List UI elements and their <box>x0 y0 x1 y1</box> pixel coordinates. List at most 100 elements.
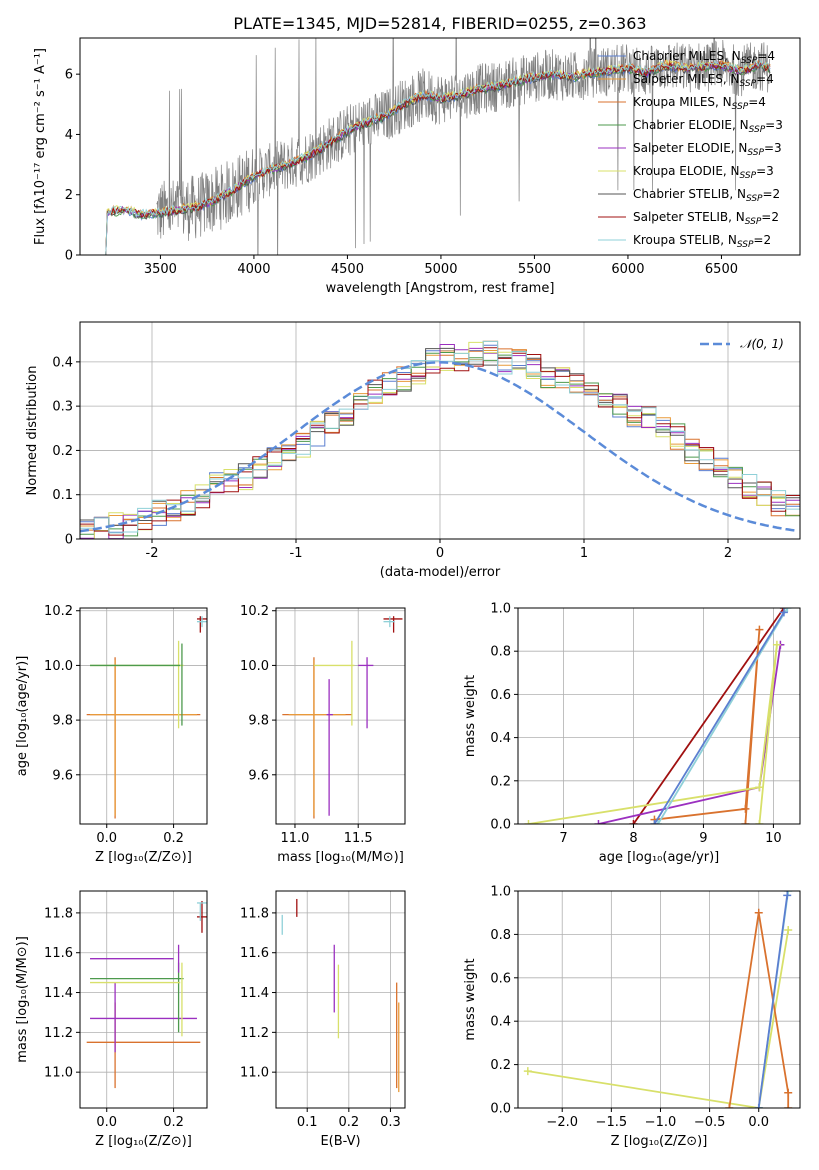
y-tick-label: 0.6 <box>490 688 511 703</box>
errorbar-point <box>196 616 207 628</box>
y-tick-label: 10.0 <box>240 659 269 674</box>
mass-weight-marker <box>741 820 750 824</box>
mass-weight-marker <box>653 820 662 824</box>
legend-entry: Salpeter STELIB, NSSP=2 <box>633 210 779 227</box>
errorbar-point <box>282 657 352 819</box>
errorbar-point <box>196 902 207 921</box>
mass-weight-marker <box>784 926 793 935</box>
y-tick-label: 11.0 <box>44 1066 73 1081</box>
mass-weight-marker <box>725 1104 734 1108</box>
gaussian-legend-label: 𝒩(0, 1) <box>740 337 784 351</box>
y-tick-label: 9.8 <box>52 714 73 729</box>
y-tick-label: 4 <box>65 128 73 143</box>
axes-frame <box>517 890 801 1109</box>
mass-weight-marker <box>754 908 763 917</box>
x-tick-label: 1 <box>580 546 588 561</box>
errorbar-point <box>196 900 207 933</box>
x-tick-label: 4500 <box>331 262 364 277</box>
y-tick-label: 0.3 <box>52 400 73 415</box>
axes-frame <box>79 321 801 540</box>
panel-age-vs-Z: 0.0 0.2 9.6 9.8 10.0 10.2 Z [log₁₀(Z/Z⊙)] age [… <box>15 604 208 865</box>
panel-mass-vs-EBV: 0.1 0.2 0.3 11.0 11.2 11.4 11.6 11.8 E(B-V) <box>240 890 406 1149</box>
panel-massweight-vs-age: 7 8 9 10 0.0 0.2 0.4 0.6 0.8 1.0 age [log₁₀(age/yr… <box>463 602 801 865</box>
mass-weight-series-1 <box>598 644 782 824</box>
x-axis-label: Z [log₁₀(Z/Z⊙)] <box>95 1134 192 1149</box>
legend-entry: Kroupa MILES, NSSP=4 <box>633 95 766 112</box>
errorbar-point <box>288 659 346 816</box>
mass-weight-marker <box>523 1067 532 1076</box>
y-tick-label: 11.4 <box>240 986 269 1001</box>
y-tick-label: 0.2 <box>52 444 73 459</box>
y-tick-label: 10.0 <box>44 659 73 674</box>
y-tick-label: 11.8 <box>240 906 269 921</box>
mass-weight-marker <box>783 891 792 900</box>
legend-entry: Kroupa STELIB, NSSP=2 <box>633 233 771 250</box>
residual-histogram-7 <box>80 347 800 536</box>
axes-frame <box>79 890 208 1109</box>
errorbar-point <box>86 657 201 819</box>
y-tick-label: 1.0 <box>490 602 511 617</box>
y-tick-label: 10.2 <box>240 604 269 619</box>
x-tick-label: 7 <box>559 831 567 846</box>
errorbar-point <box>90 643 183 726</box>
legend-entry: Chabrier ELODIE, NSSP=3 <box>633 118 783 135</box>
y-tick-label: 11.6 <box>240 946 269 961</box>
x-tick-label: 0.1 <box>297 1115 318 1130</box>
panel-massweight-vs-Z: −2.0 −1.5 −1.0 −0.5 0.0 0.0 0.2 0.4 0.6 0.8 1.0 Z [… <box>463 885 801 1149</box>
mass-weight-series-2 <box>654 629 761 824</box>
legend-entry: Chabrier STELIB, NSSP=2 <box>633 187 780 204</box>
y-tick-label: 0.0 <box>490 1102 511 1117</box>
x-tick-label: 9 <box>699 831 707 846</box>
x-axis-label: wavelength [Angstrom, rest frame] <box>326 281 555 296</box>
y-tick-label: 9.6 <box>248 768 269 783</box>
x-tick-label: 0.0 <box>96 831 117 846</box>
x-tick-label: 0.2 <box>163 1115 184 1130</box>
mass-weight-series-3 <box>757 895 789 1108</box>
y-axis-label: mass weight <box>463 675 478 757</box>
errorbar-point <box>90 962 183 1037</box>
panel-age-vs-mass: 11.0 11.5 9.6 9.8 10.0 10.2 mass [log₁₀(M/M⊙)] <box>240 604 406 865</box>
errorbar-point <box>383 616 395 628</box>
gaussian-curve <box>80 361 798 533</box>
mass-weight-marker <box>524 820 533 824</box>
residual-histogram-1 <box>80 349 800 532</box>
x-tick-label: 5000 <box>424 262 457 277</box>
x-tick-label: −0.5 <box>694 1115 726 1130</box>
x-tick-label: −2.0 <box>546 1115 578 1130</box>
mass-weight-marker <box>594 820 603 824</box>
x-tick-label: 10 <box>765 831 782 846</box>
x-axis-label: Z [log₁₀(Z/Z⊙)] <box>611 1134 708 1149</box>
x-tick-label: 11.5 <box>344 831 373 846</box>
errorbar-point <box>313 640 355 726</box>
residual-histogram-3 <box>80 351 800 537</box>
mass-weight-marker <box>650 820 659 824</box>
mass-weight-series-0 <box>527 929 790 1108</box>
y-tick-label: 6 <box>65 68 73 83</box>
mass-weight-marker <box>784 891 793 895</box>
mass-weight-series-5 <box>653 611 785 824</box>
spectrum-legend: Chabrier MILES, NSSP=4 Salpeter MILES, NS… <box>598 49 783 250</box>
legend-entry: Salpeter ELODIE, NSSP=3 <box>633 141 782 158</box>
x-tick-label: −1.0 <box>645 1115 677 1130</box>
legend-entry: Kroupa ELODIE, NSSP=3 <box>633 164 774 181</box>
x-tick-label: 8 <box>629 831 637 846</box>
mass-weight-marker <box>755 783 764 792</box>
residual-histogram-8 <box>80 340 800 534</box>
y-axis-label: Normed distribution <box>25 366 40 496</box>
y-tick-label: 0.1 <box>52 488 73 503</box>
y-tick-label: 0.2 <box>490 1058 511 1073</box>
y-tick-label: 11.6 <box>44 946 73 961</box>
observed-spectrum <box>156 38 771 255</box>
y-tick-label: 9.6 <box>52 768 73 783</box>
errorbar-point <box>90 659 197 816</box>
y-tick-label: 0.4 <box>490 731 511 746</box>
axes-frame <box>517 607 801 825</box>
panel-mass-vs-Z: 0.0 0.2 11.0 11.2 11.4 11.6 11.8 Z [log₁₀(Z/Z⊙)… <box>15 890 208 1149</box>
x-tick-label: -2 <box>146 546 159 561</box>
panel-residuals: -2 -1 0 1 2 0 0.1 0.2 0.3 0.4 (data-model)/error No… <box>25 321 801 580</box>
x-tick-label: 2 <box>724 546 732 561</box>
mass-weight-marker <box>754 1104 763 1108</box>
x-tick-label: 4000 <box>237 262 270 277</box>
x-tick-label: 0.3 <box>380 1115 401 1130</box>
residual-histogram-2 <box>80 340 800 531</box>
